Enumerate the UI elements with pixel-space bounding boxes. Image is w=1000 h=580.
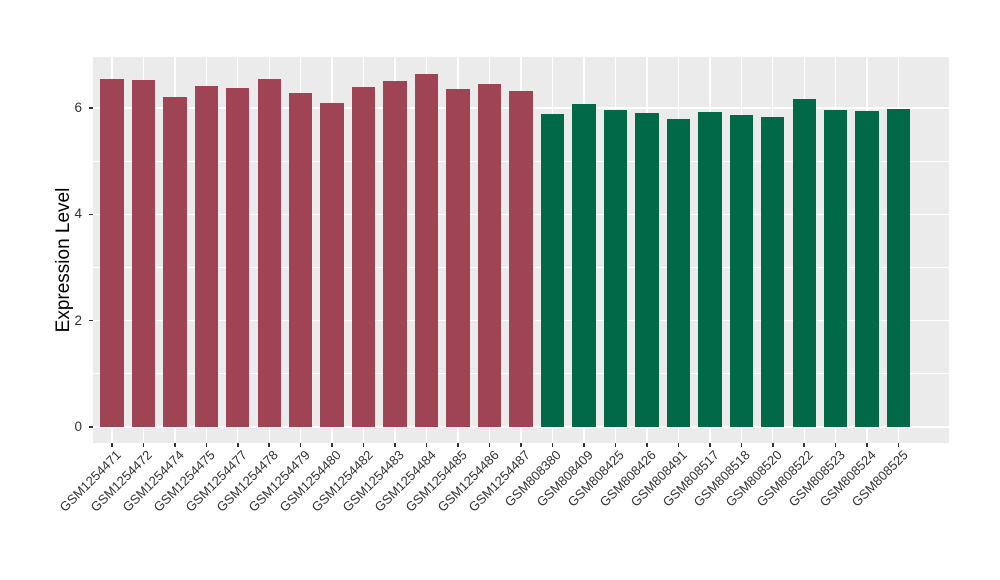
- bar-GSM808409: [572, 103, 596, 427]
- bar-GSM808520: [761, 116, 785, 427]
- y-tick: [89, 319, 93, 322]
- x-tick: [646, 443, 648, 447]
- bar-GSM808380: [540, 113, 565, 427]
- x-tick: [834, 443, 837, 447]
- bar-GSM808426: [635, 112, 659, 427]
- x-tick: [142, 443, 145, 447]
- bar-GSM808522: [792, 99, 816, 427]
- bar-GSM1254480: [320, 102, 344, 427]
- bar-GSM1254484: [414, 73, 439, 427]
- y-tick-label: 6: [74, 99, 82, 115]
- x-tick: [331, 443, 333, 447]
- x-tick: [583, 443, 585, 447]
- y-tick: [89, 213, 93, 216]
- x-tick: [677, 443, 680, 447]
- x-tick: [488, 443, 491, 447]
- x-tick: [111, 443, 113, 447]
- x-tick: [394, 443, 396, 447]
- bar-GSM1254486: [477, 84, 502, 427]
- x-tick: [362, 443, 365, 447]
- bar-GSM808525: [886, 108, 911, 427]
- bar-GSM808517: [698, 112, 722, 427]
- y-tick-label: 0: [74, 419, 82, 434]
- x-tick: [457, 443, 459, 447]
- bar-GSM808425: [603, 110, 628, 427]
- bar-GSM1254482: [351, 87, 376, 427]
- x-tick: [299, 443, 302, 447]
- bar-GSM1254474: [163, 97, 187, 427]
- bar-GSM808524: [855, 111, 879, 427]
- x-tick: [205, 443, 208, 447]
- bar-GSM1254472: [131, 79, 156, 427]
- x-tick: [425, 443, 428, 447]
- x-tick: [174, 443, 176, 447]
- bar-GSM1254483: [383, 81, 407, 427]
- x-tick: [866, 443, 868, 447]
- bar-GSM1254478: [257, 79, 281, 427]
- bar-GSM808491: [666, 119, 691, 427]
- x-tick: [772, 443, 774, 447]
- x-tick: [614, 443, 617, 447]
- bar-GSM1254471: [100, 79, 124, 427]
- bar-GSM1254479: [288, 93, 313, 427]
- bar-GSM1254485: [446, 88, 470, 427]
- x-tick: [268, 443, 270, 447]
- y-tick-label: 4: [74, 206, 82, 222]
- bar-GSM808523: [823, 110, 848, 427]
- y-tick-label: 2: [74, 312, 82, 328]
- x-tick: [740, 443, 743, 447]
- bar-GSM1254477: [226, 87, 250, 427]
- x-tick: [551, 443, 554, 447]
- x-tick: [237, 443, 239, 447]
- y-tick: [89, 107, 93, 109]
- x-tick: [897, 443, 900, 447]
- plot-panel: [93, 57, 949, 443]
- bar-GSM1254475: [194, 85, 218, 427]
- bar-GSM808518: [729, 114, 753, 427]
- x-tick: [709, 443, 711, 447]
- y-tick: [89, 426, 93, 428]
- x-tick: [803, 443, 805, 447]
- bar-GSM1254487: [509, 90, 533, 427]
- x-tick: [520, 443, 522, 447]
